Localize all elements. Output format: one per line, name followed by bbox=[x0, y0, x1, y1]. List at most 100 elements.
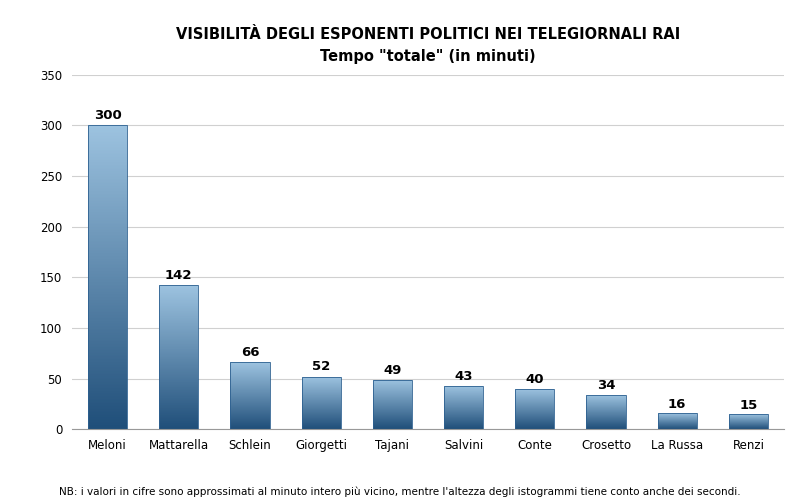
Bar bbox=[88, 215, 127, 217]
Bar bbox=[88, 194, 127, 195]
Bar bbox=[159, 303, 198, 304]
Bar bbox=[159, 378, 198, 379]
Bar bbox=[88, 185, 127, 186]
Bar bbox=[88, 298, 127, 300]
Bar bbox=[88, 130, 127, 132]
Bar bbox=[88, 202, 127, 203]
Bar bbox=[159, 310, 198, 311]
Bar bbox=[88, 135, 127, 136]
Bar bbox=[88, 332, 127, 333]
Bar bbox=[88, 247, 127, 249]
Bar bbox=[88, 268, 127, 269]
Bar bbox=[88, 330, 127, 332]
Bar bbox=[159, 291, 198, 292]
Bar bbox=[159, 348, 198, 349]
Bar bbox=[88, 139, 127, 141]
Bar bbox=[159, 374, 198, 375]
Bar bbox=[88, 367, 127, 368]
Bar bbox=[159, 353, 198, 354]
Bar bbox=[88, 249, 127, 250]
Bar bbox=[88, 156, 127, 157]
Bar bbox=[88, 368, 127, 370]
Bar bbox=[88, 271, 127, 273]
Bar bbox=[159, 410, 198, 411]
Bar bbox=[159, 312, 198, 313]
Bar bbox=[88, 361, 127, 362]
Bar bbox=[88, 420, 127, 422]
Bar bbox=[159, 401, 198, 402]
Bar bbox=[159, 313, 198, 314]
Bar bbox=[88, 347, 127, 349]
Bar bbox=[88, 373, 127, 374]
Bar bbox=[88, 192, 127, 194]
Bar bbox=[159, 426, 198, 427]
Bar bbox=[159, 413, 198, 414]
Bar bbox=[88, 189, 127, 191]
Bar bbox=[159, 352, 198, 353]
Bar bbox=[88, 132, 127, 133]
Bar bbox=[658, 413, 697, 429]
Bar bbox=[88, 217, 127, 218]
Bar bbox=[159, 328, 198, 329]
Bar bbox=[159, 409, 198, 410]
Bar bbox=[88, 374, 127, 376]
Bar bbox=[159, 414, 198, 415]
Bar bbox=[159, 306, 198, 307]
Bar bbox=[159, 287, 198, 288]
Bar bbox=[159, 394, 198, 395]
Bar bbox=[159, 286, 198, 287]
Bar bbox=[88, 423, 127, 425]
Bar bbox=[159, 423, 198, 424]
Bar bbox=[88, 240, 127, 241]
Bar bbox=[88, 266, 127, 268]
Bar bbox=[88, 414, 127, 416]
Bar bbox=[159, 299, 198, 300]
Bar bbox=[159, 332, 198, 333]
Bar bbox=[159, 398, 198, 399]
Bar bbox=[159, 359, 198, 360]
Bar bbox=[88, 191, 127, 192]
Bar bbox=[88, 292, 127, 294]
Bar bbox=[88, 350, 127, 352]
Bar bbox=[159, 388, 198, 389]
Bar bbox=[159, 350, 198, 351]
Bar bbox=[88, 336, 127, 338]
Bar bbox=[88, 428, 127, 429]
Bar bbox=[302, 377, 341, 429]
Bar bbox=[159, 381, 198, 382]
Bar bbox=[88, 327, 127, 329]
Bar bbox=[88, 200, 127, 202]
Bar bbox=[159, 400, 198, 401]
Bar bbox=[159, 399, 198, 400]
Bar bbox=[88, 291, 127, 292]
Bar bbox=[159, 412, 198, 413]
Bar bbox=[88, 244, 127, 246]
Bar bbox=[159, 379, 198, 380]
Bar bbox=[88, 243, 127, 244]
Bar bbox=[88, 276, 127, 277]
Bar bbox=[88, 315, 127, 317]
Bar bbox=[88, 237, 127, 238]
Title: VISIBILITÀ DEGLI ESPONENTI POLITICI NEI TELEGIORNALI RAI
Tempo "totale" (in minu: VISIBILITÀ DEGLI ESPONENTI POLITICI NEI … bbox=[176, 27, 680, 64]
Bar bbox=[88, 329, 127, 330]
Bar bbox=[88, 344, 127, 346]
Bar bbox=[159, 402, 198, 403]
Bar bbox=[88, 312, 127, 314]
Bar bbox=[88, 142, 127, 144]
Bar bbox=[159, 294, 198, 295]
Bar bbox=[88, 176, 127, 177]
Bar bbox=[88, 148, 127, 150]
Bar bbox=[88, 308, 127, 309]
Bar bbox=[88, 206, 127, 208]
Bar bbox=[88, 297, 127, 298]
Bar bbox=[88, 400, 127, 402]
Bar bbox=[88, 303, 127, 304]
Bar bbox=[88, 138, 127, 139]
Bar bbox=[159, 289, 198, 290]
Bar bbox=[88, 256, 127, 257]
Bar bbox=[159, 415, 198, 416]
Bar bbox=[159, 349, 198, 350]
Bar bbox=[88, 416, 127, 417]
Bar bbox=[159, 418, 198, 419]
Bar bbox=[373, 380, 412, 429]
